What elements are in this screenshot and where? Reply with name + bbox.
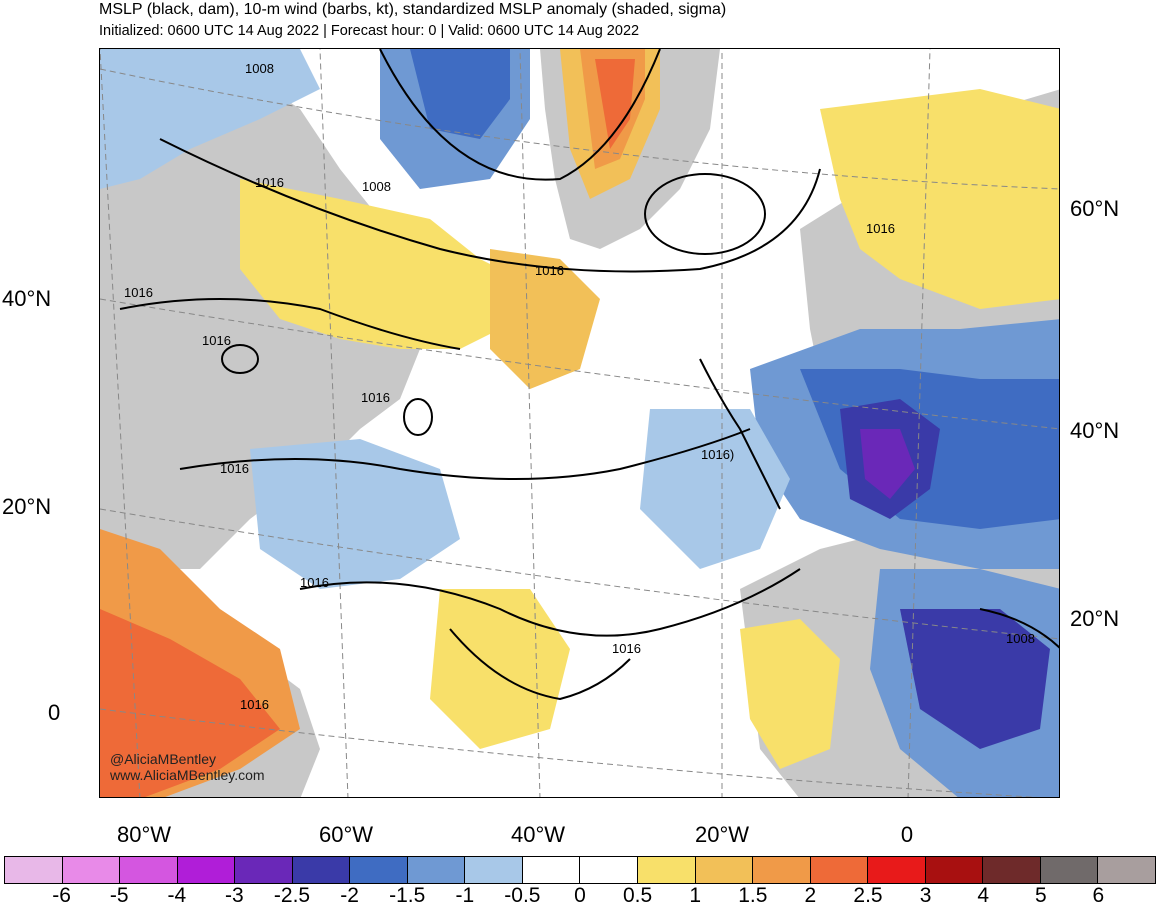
colorbar-label: 5	[1034, 884, 1047, 907]
colorbar-swatch	[810, 857, 869, 883]
anomaly-yellow-tropic	[430, 589, 570, 749]
lat-label-left: 40°N	[2, 286, 52, 311]
isobar-label: 1016	[124, 285, 153, 300]
colorbar-label: 0.5	[622, 884, 653, 907]
map-subtitle: Initialized: 0600 UTC 14 Aug 2022 | Fore…	[99, 23, 640, 39]
colorbar-swatch	[407, 857, 466, 883]
isobar-label: 1016	[202, 333, 231, 348]
colorbar-swatch	[925, 857, 984, 883]
colorbar-label: -2.5	[273, 884, 311, 907]
lat-label-right: 60°N	[1070, 196, 1120, 221]
isobar-label: 1008	[1006, 631, 1035, 646]
colorbar-swatch	[465, 857, 523, 883]
anomaly-purple-core	[860, 429, 915, 499]
colorbar-label: 2	[804, 884, 817, 907]
colorbar-label: 1	[689, 884, 702, 907]
colorbar-label: 0	[574, 884, 586, 907]
anomaly-lightblue-mid	[640, 409, 790, 569]
isobar-label: 1008	[245, 61, 274, 76]
map-canvas	[100, 49, 1059, 797]
colorbar-label: 4	[977, 884, 990, 907]
colorbar-label: -0.5	[504, 884, 541, 907]
colorbar-swatch	[292, 857, 351, 883]
graticule	[100, 49, 1059, 797]
colorbar-swatch	[235, 857, 293, 883]
isobar-lines	[119, 49, 1059, 701]
colorbar-label: -1.5	[389, 884, 426, 907]
isobar-label: 1016	[361, 390, 390, 405]
lat-label-right: 20°N	[1070, 606, 1120, 631]
isobar-label: 1016	[220, 461, 249, 476]
anomaly-yellow-westafrica	[740, 619, 840, 769]
colorbar-swatch	[120, 857, 178, 883]
lon-label: 0	[900, 822, 914, 847]
colorbar-swatch	[522, 857, 581, 883]
isobar-label: 1016	[255, 175, 284, 190]
colorbar-swatch	[177, 857, 236, 883]
colorbar-swatch	[753, 857, 811, 883]
lat-label-left: 0	[48, 700, 61, 725]
lon-label: 60°W	[318, 822, 374, 847]
colorbar-label: -6	[52, 884, 71, 907]
colorbar-swatch	[1040, 857, 1099, 883]
colorbar-label: -1	[455, 884, 475, 907]
colorbar-swatch	[1098, 857, 1155, 883]
colorbar-label: 6	[1092, 884, 1105, 907]
isobar-label: 1016	[866, 221, 895, 236]
lat-label-right: 40°N	[1070, 418, 1120, 443]
anomaly-lightblue-atl	[250, 439, 460, 589]
colorbar	[4, 856, 1156, 884]
isobar-label: 1016)	[701, 447, 735, 462]
map-title: MSLP (black, dam), 10-m wind (barbs, kt)…	[99, 1, 727, 18]
credit-site: www.AliciaMBentley.com	[110, 767, 265, 783]
colorbar-swatch	[638, 857, 696, 883]
anomaly-orange-labrador	[490, 249, 600, 389]
isobar-label: 1016	[300, 575, 329, 590]
anomaly-yellow-scandinavia	[820, 89, 1059, 309]
anomaly-hudson-core	[410, 49, 510, 139]
anomaly-greenland-peak	[595, 59, 635, 149]
colorbar-label: 3	[919, 884, 932, 907]
colorbar-label: -4	[167, 884, 187, 907]
credit-twitter: @AliciaMBentley	[110, 751, 217, 767]
colorbar-label: -3	[225, 884, 244, 907]
colorbar-swatch	[983, 857, 1041, 883]
map-panel: 1008 1008 1016 1016 1016 1016 1016 1016 …	[99, 48, 1060, 798]
lon-label: 40°W	[510, 822, 566, 847]
isobar-label: 1016	[240, 697, 269, 712]
colorbar-label: -5	[109, 884, 129, 907]
lat-label-left: 20°N	[2, 494, 52, 519]
colorbar-swatch	[695, 857, 754, 883]
colorbar-swatch	[350, 857, 408, 883]
isobar-label: 1016	[612, 641, 641, 656]
colorbar-swatch	[62, 857, 121, 883]
colorbar-swatch	[868, 857, 926, 883]
colorbar-label: 2.5	[853, 884, 883, 907]
colorbar-swatch	[5, 857, 63, 883]
isobar-label: 1008	[362, 179, 391, 194]
anomaly-darkblue-africa	[900, 609, 1050, 749]
anomaly-red-sa	[100, 609, 280, 797]
lon-label: 80°W	[116, 822, 172, 847]
isobar-label: 1016	[535, 263, 564, 278]
colorbar-label: -2	[340, 884, 359, 907]
lon-label: 20°W	[694, 822, 750, 847]
anomaly-blue-west	[100, 49, 320, 189]
colorbar-label: 1.5	[738, 884, 768, 907]
colorbar-swatch	[580, 857, 639, 883]
